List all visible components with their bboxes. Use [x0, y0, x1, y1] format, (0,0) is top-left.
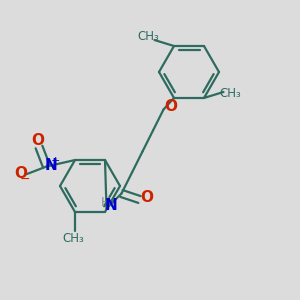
- Text: CH₃: CH₃: [219, 87, 241, 100]
- Text: CH₃: CH₃: [63, 232, 84, 245]
- Text: H: H: [100, 196, 110, 209]
- Text: N: N: [45, 158, 57, 172]
- Text: CH₃: CH₃: [137, 30, 159, 43]
- Text: O: O: [14, 167, 27, 182]
- Text: N: N: [105, 198, 117, 213]
- Text: −: −: [19, 173, 30, 186]
- Text: O: O: [140, 190, 154, 206]
- Text: O: O: [31, 133, 44, 148]
- Text: O: O: [164, 99, 178, 114]
- Text: +: +: [51, 155, 60, 166]
